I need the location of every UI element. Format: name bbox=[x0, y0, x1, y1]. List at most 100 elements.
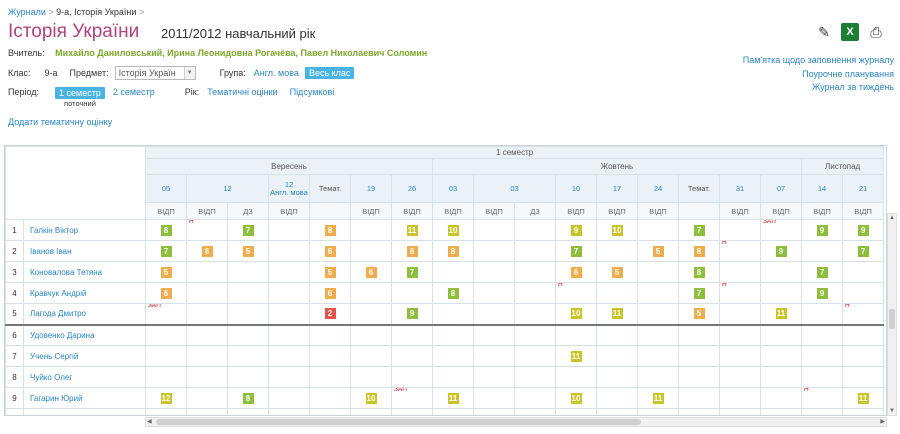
grade-cell[interactable]: Н bbox=[186, 219, 228, 241]
grade-cell[interactable]: 8 bbox=[145, 219, 187, 241]
group-whole-class-button[interactable]: Весь клас bbox=[304, 67, 355, 79]
scroll-right-icon[interactable]: ▶ bbox=[880, 419, 885, 425]
grade-cell[interactable]: 5 bbox=[227, 240, 269, 262]
grade-cell[interactable] bbox=[637, 219, 679, 241]
grade-cell[interactable] bbox=[841, 324, 885, 346]
grade-cell[interactable] bbox=[186, 324, 228, 346]
grade-cell[interactable]: 7 bbox=[555, 240, 597, 262]
excel-icon[interactable]: X bbox=[841, 23, 859, 41]
grade-cell[interactable] bbox=[637, 261, 679, 283]
grade-cell[interactable] bbox=[719, 303, 761, 326]
breadcrumb-journals-link[interactable]: Журнали bbox=[8, 7, 46, 17]
date-header[interactable]: Темат. bbox=[678, 174, 720, 203]
grade-cell[interactable] bbox=[514, 387, 556, 409]
grade-cell[interactable] bbox=[145, 324, 187, 346]
grade-cell[interactable] bbox=[227, 261, 269, 283]
grade-cell[interactable] bbox=[268, 261, 310, 283]
grade-cell[interactable] bbox=[145, 366, 187, 388]
grade-cell[interactable]: 5 bbox=[145, 261, 187, 283]
grade-cell[interactable] bbox=[473, 303, 515, 326]
grade-cell[interactable] bbox=[227, 303, 269, 326]
grade-cell[interactable]: 8 bbox=[391, 240, 433, 262]
grade-cell[interactable]: 5 bbox=[596, 261, 638, 283]
grade-cell[interactable]: 6 bbox=[350, 261, 392, 283]
grade-cell[interactable]: 11 bbox=[432, 387, 474, 409]
sem1-button[interactable]: 1 семестр bbox=[55, 87, 105, 99]
student-name[interactable]: Галкін Віктор bbox=[23, 219, 146, 241]
grade-cell[interactable] bbox=[678, 408, 720, 415]
grade-cell[interactable] bbox=[473, 261, 515, 283]
sem2-link[interactable]: 2 семестр bbox=[112, 87, 155, 97]
grade-cell[interactable] bbox=[719, 261, 761, 283]
grade-cell[interactable] bbox=[350, 345, 392, 367]
grade-cell[interactable] bbox=[227, 366, 269, 388]
grade-cell[interactable] bbox=[596, 366, 638, 388]
grade-cell[interactable] bbox=[637, 408, 679, 415]
weekly-journal-link[interactable]: Журнал за тиждень bbox=[811, 82, 894, 92]
grade-cell[interactable]: 7 bbox=[391, 261, 433, 283]
grade-cell[interactable] bbox=[760, 261, 802, 283]
grade-cell[interactable]: 9 bbox=[760, 240, 802, 262]
grade-cell[interactable] bbox=[841, 366, 885, 388]
grade-cell[interactable] bbox=[186, 408, 228, 415]
grade-cell[interactable] bbox=[309, 366, 351, 388]
final-marks-link[interactable]: Підсумкові bbox=[289, 87, 335, 97]
grade-cell[interactable] bbox=[514, 261, 556, 283]
grade-cell[interactable] bbox=[391, 282, 433, 304]
grade-cell[interactable] bbox=[432, 366, 474, 388]
student-name[interactable]: Лагода Анна bbox=[23, 408, 146, 415]
grade-cell[interactable] bbox=[473, 366, 515, 388]
grade-cell[interactable]: 6 bbox=[309, 240, 351, 262]
grade-cell[interactable]: 8 bbox=[309, 219, 351, 241]
grade-cell[interactable] bbox=[350, 324, 392, 346]
grade-cell[interactable] bbox=[391, 366, 433, 388]
grade-cell[interactable]: 9 bbox=[801, 282, 843, 304]
student-name[interactable]: Лагода Дмитро bbox=[23, 303, 146, 326]
grade-cell[interactable] bbox=[719, 408, 761, 415]
date-header[interactable]: 21 bbox=[841, 174, 885, 203]
grade-cell[interactable] bbox=[678, 345, 720, 367]
grade-cell[interactable]: Н bbox=[555, 282, 597, 304]
grade-cell[interactable] bbox=[514, 303, 556, 326]
grade-cell[interactable] bbox=[227, 282, 269, 304]
grade-cell[interactable]: 9 bbox=[391, 303, 433, 326]
grade-cell[interactable]: 7 bbox=[801, 261, 843, 283]
student-name[interactable]: Коновалова Тетяна bbox=[23, 261, 146, 283]
grade-cell[interactable] bbox=[309, 345, 351, 367]
grade-cell[interactable] bbox=[637, 366, 679, 388]
date-header[interactable]: 17 bbox=[596, 174, 638, 203]
grade-cell[interactable] bbox=[391, 324, 433, 346]
horizontal-scrollbar[interactable]: ◀ ▶ bbox=[145, 417, 887, 427]
group-english-link[interactable]: Англ. мова bbox=[253, 68, 299, 78]
grade-cell[interactable] bbox=[801, 345, 843, 367]
grade-cell[interactable] bbox=[719, 345, 761, 367]
grade-cell[interactable] bbox=[432, 261, 474, 283]
date-header[interactable]: 03 bbox=[432, 174, 474, 203]
date-header[interactable]: 26 bbox=[391, 174, 433, 203]
teacher-icon[interactable]: ✎ bbox=[818, 23, 830, 40]
date-header[interactable]: 14 bbox=[801, 174, 843, 203]
grade-cell[interactable]: 7 bbox=[145, 240, 187, 262]
grade-cell[interactable]: ЗАП bbox=[145, 303, 187, 326]
grade-cell[interactable] bbox=[309, 387, 351, 409]
scroll-up-icon[interactable]: ▲ bbox=[889, 215, 895, 221]
grade-cell[interactable] bbox=[186, 261, 228, 283]
scroll-thumb[interactable] bbox=[156, 419, 641, 425]
grade-cell[interactable] bbox=[473, 408, 515, 415]
grade-cell[interactable] bbox=[145, 345, 187, 367]
date-header[interactable]: Темат. bbox=[309, 174, 351, 203]
grade-cell[interactable]: 7 bbox=[841, 240, 885, 262]
grade-cell[interactable] bbox=[841, 408, 885, 415]
grade-cell[interactable] bbox=[432, 324, 474, 346]
grade-cell[interactable] bbox=[841, 282, 885, 304]
grade-cell[interactable]: 6 bbox=[186, 240, 228, 262]
grade-cell[interactable] bbox=[186, 282, 228, 304]
grade-cell[interactable] bbox=[268, 303, 310, 326]
grade-cell[interactable]: 10 bbox=[555, 303, 597, 326]
grade-cell[interactable] bbox=[268, 345, 310, 367]
grade-cell[interactable] bbox=[801, 303, 843, 326]
grade-cell[interactable] bbox=[760, 366, 802, 388]
grade-cell[interactable] bbox=[514, 219, 556, 241]
grade-cell[interactable]: 6 bbox=[309, 282, 351, 304]
grade-cell[interactable] bbox=[637, 303, 679, 326]
